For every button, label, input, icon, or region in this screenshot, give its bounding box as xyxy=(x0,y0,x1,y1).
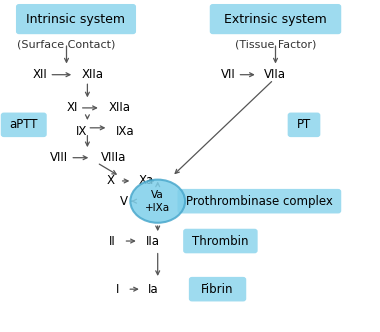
Text: X: X xyxy=(106,174,114,188)
FancyBboxPatch shape xyxy=(210,4,341,34)
FancyBboxPatch shape xyxy=(288,113,320,137)
Text: Thrombin: Thrombin xyxy=(192,234,249,248)
Text: II: II xyxy=(109,234,116,248)
Text: PT: PT xyxy=(297,118,311,131)
Text: aPTT: aPTT xyxy=(10,118,38,131)
Text: IXa: IXa xyxy=(116,124,135,138)
Text: Va: Va xyxy=(151,190,164,200)
Text: Prothrombinase complex: Prothrombinase complex xyxy=(186,195,333,208)
FancyBboxPatch shape xyxy=(16,4,136,34)
Text: (Surface Contact): (Surface Contact) xyxy=(17,40,116,50)
FancyBboxPatch shape xyxy=(183,229,258,253)
Text: Fibrin: Fibrin xyxy=(201,283,234,296)
FancyBboxPatch shape xyxy=(177,189,341,213)
Text: +IXa: +IXa xyxy=(145,203,170,213)
FancyBboxPatch shape xyxy=(1,113,47,137)
Text: VIII: VIII xyxy=(50,151,68,164)
Text: VIIa: VIIa xyxy=(264,68,286,81)
FancyBboxPatch shape xyxy=(189,277,246,301)
Text: V: V xyxy=(119,195,128,208)
Text: XIIa: XIIa xyxy=(108,101,130,115)
Ellipse shape xyxy=(130,180,185,223)
Text: Extrinsic system: Extrinsic system xyxy=(224,13,327,26)
Text: XIIa: XIIa xyxy=(82,68,104,81)
Text: IIa: IIa xyxy=(146,234,160,248)
Text: IX: IX xyxy=(76,124,87,138)
Text: (Tissue Factor): (Tissue Factor) xyxy=(235,40,316,50)
Text: XI: XI xyxy=(66,101,78,115)
Text: XII: XII xyxy=(33,68,47,81)
Text: I: I xyxy=(116,283,119,296)
Text: Ia: Ia xyxy=(148,283,159,296)
Text: VIIIa: VIIIa xyxy=(101,151,126,164)
Text: VII: VII xyxy=(221,68,235,81)
Text: Xa: Xa xyxy=(139,174,154,188)
Text: Intrinsic system: Intrinsic system xyxy=(27,13,125,26)
